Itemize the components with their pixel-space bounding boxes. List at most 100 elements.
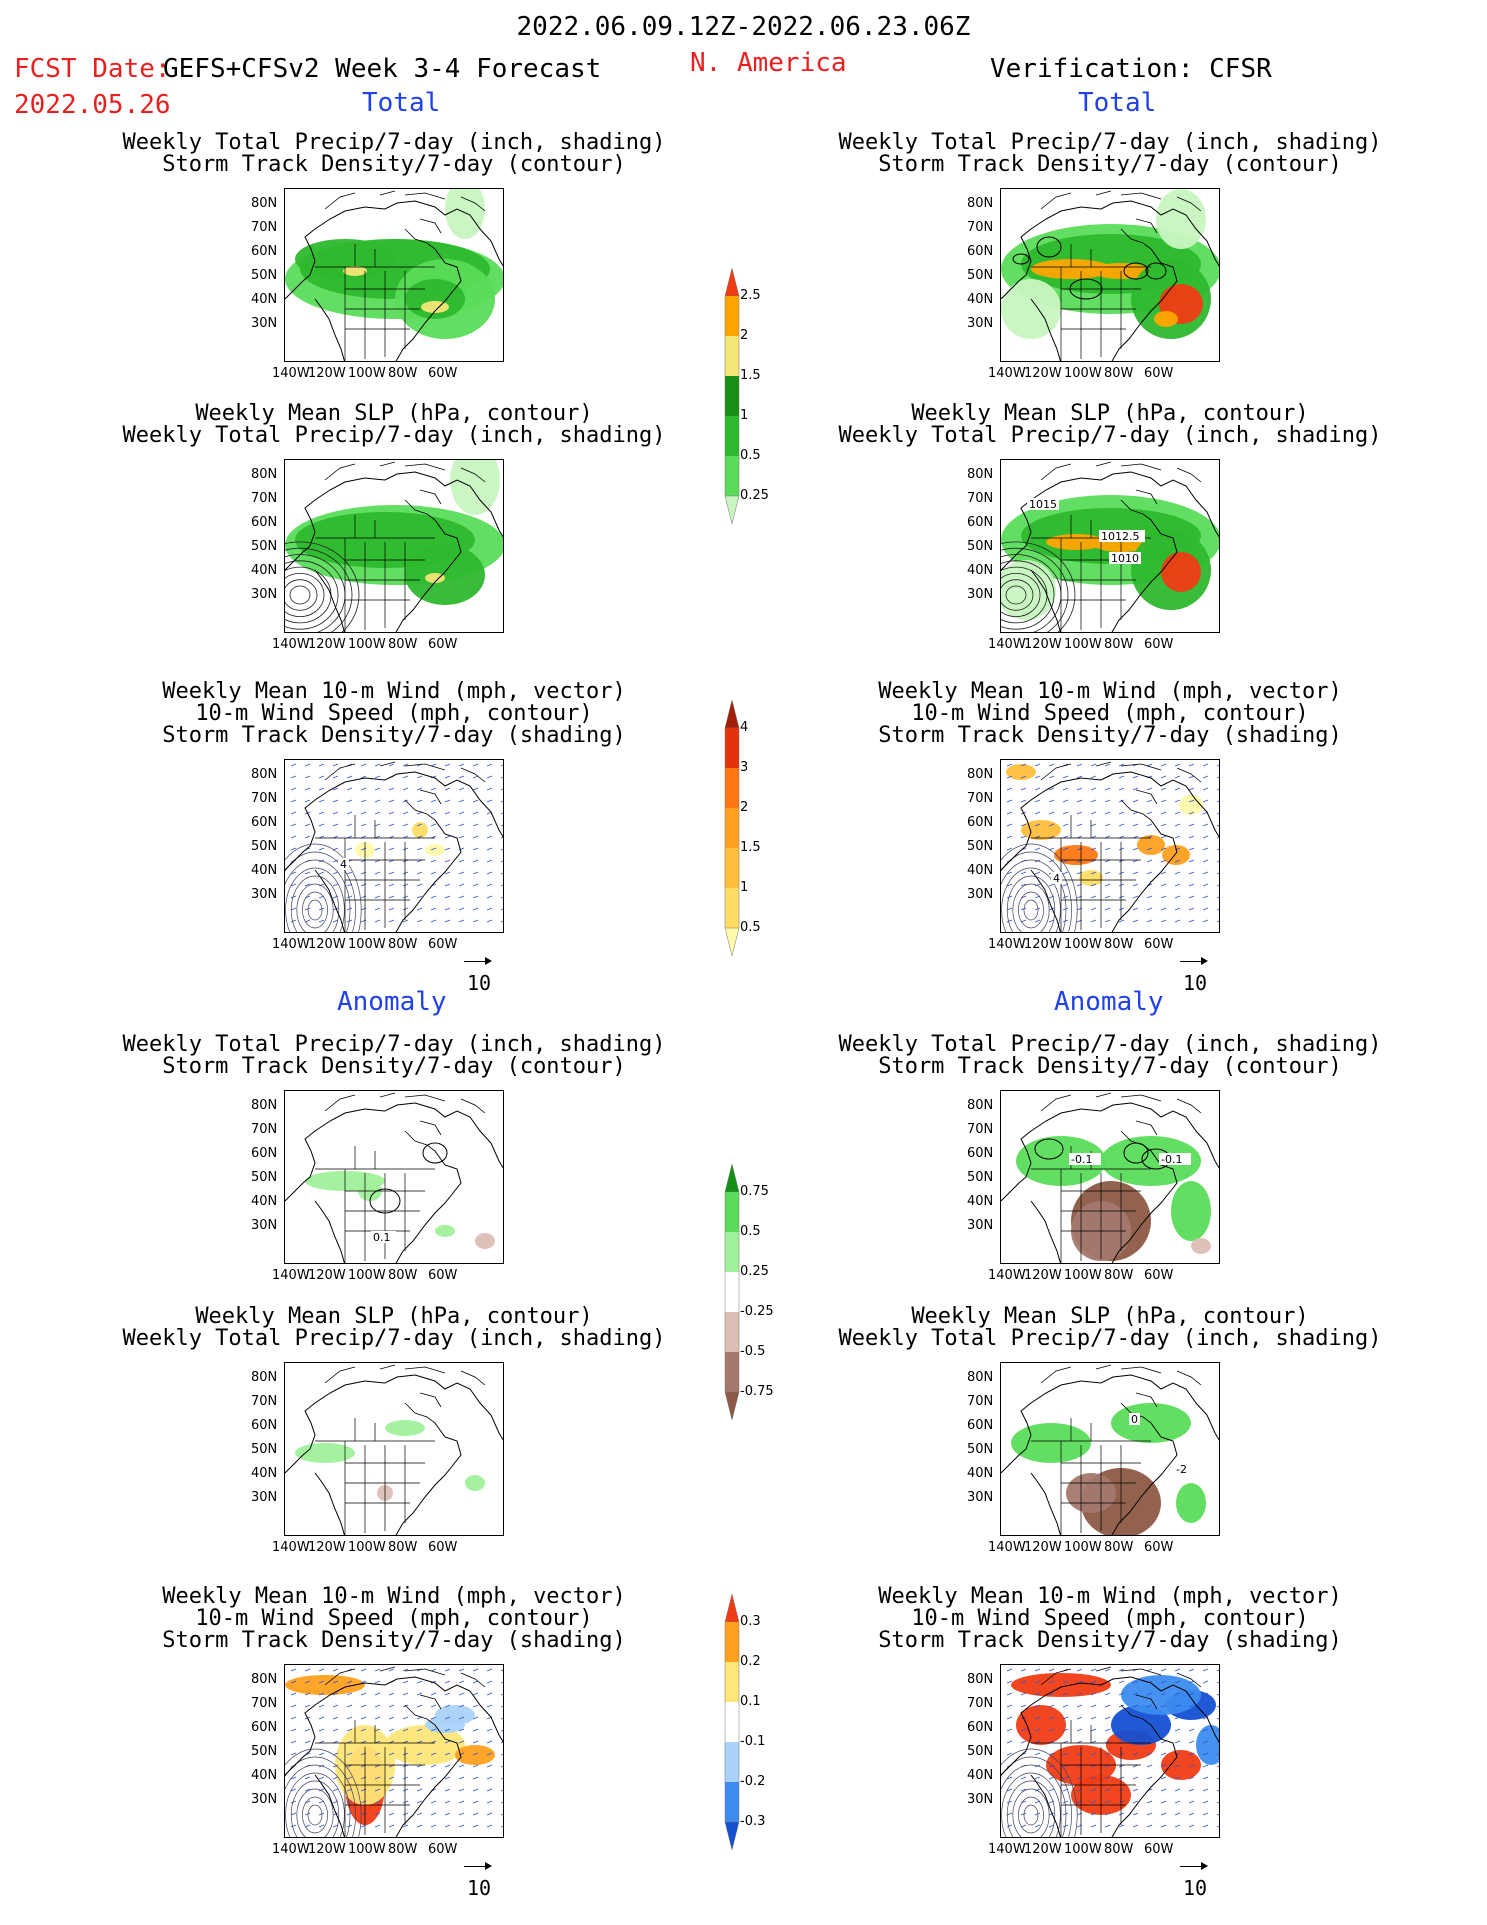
anom-obs-precip-shade	[1101, 1136, 1201, 1186]
total-obs-wind-vector	[1062, 799, 1069, 803]
total-fcst-wind-vector	[332, 907, 339, 911]
total-obs-wind-vector	[1188, 835, 1195, 839]
anom-obs-precip-track-contour	[1034, 1138, 1064, 1160]
anom-obs-wind-lon-tick: 100W	[1064, 1842, 1102, 1857]
anom-fcst-wind-vector	[374, 1800, 381, 1804]
anom-obs-slp-title-line: Weekly Mean SLP (hPa, contour)	[911, 1304, 1309, 1329]
anom-fcst-wind-vector	[444, 1740, 451, 1744]
total-obs-wind-speed-contour	[1001, 843, 1078, 932]
colorbar-precip-anomaly-tick-label: -0.25	[740, 1304, 774, 1319]
verification-label: Verification: CFSR	[990, 54, 1272, 84]
anom-fcst-wind-vector	[374, 1812, 381, 1816]
anom-obs-wind-vector	[1202, 1752, 1209, 1756]
colorbar-precip-anomaly-outline	[724, 1192, 740, 1392]
total-fcst-wind-title-line: Storm Track Density/7-day (shading)	[162, 723, 626, 748]
anom-fcst-wind-vector	[486, 1812, 493, 1816]
total-fcst-wind-vector	[402, 895, 409, 899]
total-fcst-wind-vector	[430, 919, 437, 923]
anom-obs-wind-vector	[1048, 1788, 1055, 1792]
total-obs-slp-slp-contour	[1005, 585, 1027, 605]
anom-obs-wind-vector	[1062, 1704, 1069, 1708]
total-fcst-precip-lon-tick: 120W	[308, 366, 346, 381]
anom-obs-wind-vector	[1104, 1704, 1111, 1708]
total-obs-wind-vector	[1146, 907, 1153, 911]
total-fcst-wind-vector	[430, 775, 437, 779]
total-obs-wind-vector	[1090, 895, 1097, 899]
total-obs-wind-vector	[1034, 763, 1041, 767]
anom-obs-wind-vector	[1076, 1692, 1083, 1696]
anom-fcst-wind-vector	[318, 1824, 325, 1828]
total-obs-precip-track-contour	[1012, 253, 1030, 265]
total-obs-wind-vector	[1090, 763, 1097, 767]
anom-obs-wind-coastline	[1040, 1666, 1202, 1726]
total-obs-wind-speed-contour	[1018, 891, 1044, 929]
total-fcst-wind-title-line: 10-m Wind Speed (mph, contour)	[195, 701, 593, 726]
anom-fcst-wind-vector	[402, 1788, 409, 1792]
total-obs-wind-vector	[1132, 847, 1139, 851]
total-obs-wind-vector	[1048, 811, 1055, 815]
anom-fcst-wind-vector	[458, 1740, 465, 1744]
anom-obs-wind-vector	[1104, 1812, 1111, 1816]
total-obs-slp-lat-tick: 40N	[967, 563, 994, 578]
anom-fcst-precip-map: 0.1	[284, 1090, 504, 1264]
total-obs-wind-vector	[1062, 871, 1069, 875]
anom-fcst-wind-speed-contour	[285, 1772, 345, 1837]
anom-fcst-wind-vector	[486, 1692, 493, 1696]
total-obs-wind-vector	[1048, 919, 1055, 923]
anom-obs-wind-vector	[1034, 1728, 1041, 1732]
anom-fcst-slp-lon-tick: 140W	[272, 1540, 310, 1555]
colorbar-track-total-segment	[725, 888, 739, 928]
anom-obs-wind-vector	[1160, 1800, 1167, 1804]
total-obs-wind-shade	[1179, 795, 1203, 815]
anom-obs-wind-vector	[1034, 1788, 1041, 1792]
anom-obs-wind-vector	[1048, 1716, 1055, 1720]
anom-fcst-wind-vector	[430, 1716, 437, 1720]
anom-fcst-wind-vector	[304, 1824, 311, 1828]
total-obs-wind-vector	[1174, 823, 1181, 827]
total-fcst-wind-vector	[388, 799, 395, 803]
total-obs-precip-lon-tick: 60W	[1144, 366, 1174, 381]
total-fcst-wind-vector	[416, 799, 423, 803]
total-obs-wind-vector	[1188, 787, 1195, 791]
anom-obs-wind-coastline	[1001, 1676, 1219, 1837]
total-obs-wind-vector	[1216, 908, 1219, 911]
anom-obs-wind-vector-arrowhead	[1201, 1862, 1208, 1870]
anom-obs-wind-vector	[1160, 1824, 1167, 1828]
anom-obs-wind-vector	[1006, 1716, 1013, 1720]
total-fcst-precip-coastline	[324, 190, 486, 250]
total-fcst-wind-shade	[412, 822, 428, 838]
anom-fcst-wind-vector	[444, 1824, 451, 1828]
anom-fcst-wind-vector	[430, 1680, 437, 1684]
total-obs-wind-vector	[1076, 775, 1083, 779]
colorbar-track-anomaly-tick-label: 0.2	[740, 1654, 761, 1669]
anom-fcst-wind-vector-arrow	[464, 1866, 490, 1867]
anom-obs-wind-speed-contour	[1001, 1764, 1067, 1837]
total-fcst-wind-vector	[332, 883, 339, 887]
total-fcst-precip-lat-tick: 40N	[251, 292, 278, 307]
anom-fcst-wind-vector	[388, 1788, 395, 1792]
anom-obs-wind-vector	[1034, 1716, 1041, 1720]
anom-obs-wind-vector	[1174, 1680, 1181, 1684]
total-obs-wind-vector	[1118, 895, 1125, 899]
anom-obs-wind-vector	[1202, 1776, 1209, 1780]
total-obs-wind-vector	[1188, 883, 1195, 887]
anom-fcst-precip-lon-tick: 100W	[348, 1268, 386, 1283]
anom-fcst-wind-vector	[416, 1812, 423, 1816]
anom-obs-wind-lon-tick: 120W	[1024, 1842, 1062, 1857]
colorbar-precip-anomaly-segment	[725, 1192, 739, 1232]
anom-obs-wind-vector	[1202, 1692, 1209, 1696]
anom-obs-wind-speed-contour	[1001, 1748, 1078, 1837]
total-obs-wind-vector	[1034, 787, 1041, 791]
anom-obs-wind-vector	[1034, 1776, 1041, 1780]
total-fcst-wind-vector	[304, 775, 311, 779]
total-obs-wind-vector	[1034, 775, 1041, 779]
total-obs-wind-vector	[1062, 823, 1069, 827]
total-fcst-wind-vector	[500, 860, 503, 863]
total-obs-wind-vector	[1202, 871, 1209, 875]
total-obs-wind-vector	[1062, 775, 1069, 779]
total-fcst-wind-vector	[290, 907, 297, 911]
total-fcst-wind-vector	[318, 919, 325, 923]
colorbar-track-total	[724, 700, 740, 957]
total-obs-wind-vector	[1216, 920, 1219, 923]
total-obs-wind-vector	[1090, 811, 1097, 815]
